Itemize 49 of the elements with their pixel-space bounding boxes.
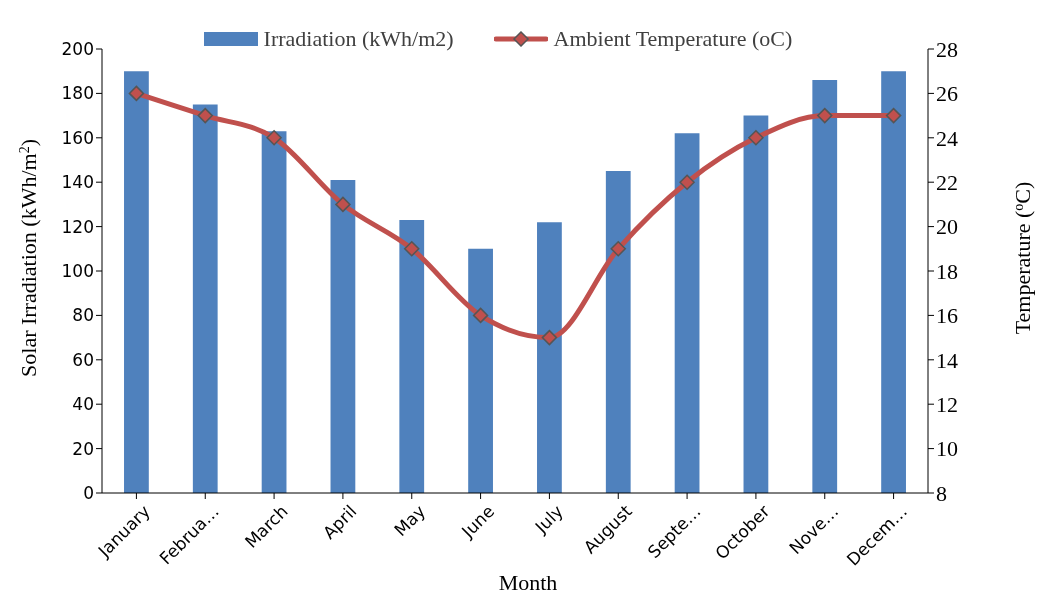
point	[817, 107, 833, 124]
y2-tick-label: 8	[936, 480, 947, 506]
y2-tick-label: 24	[936, 125, 958, 151]
legend-label: Ambient Temperature (oC)	[552, 26, 793, 52]
point	[679, 174, 695, 190]
bar	[605, 171, 631, 493]
point	[541, 329, 558, 346]
point	[266, 130, 282, 146]
y2-tick-label: 22	[936, 170, 958, 196]
legend-label: Irradiation (kWh/m2)	[262, 26, 454, 52]
point	[748, 130, 764, 146]
bar	[399, 219, 425, 493]
y-tick-label: 0	[83, 483, 94, 504]
bar	[537, 222, 562, 493]
y2-tick-label: 18	[936, 258, 958, 284]
y2-tick-label: 28	[936, 36, 958, 62]
bar	[674, 133, 700, 493]
bar	[261, 131, 287, 493]
bar	[192, 104, 218, 493]
y2-tick-label: 16	[936, 303, 958, 329]
y-tick-label: 140	[61, 172, 94, 193]
y2-tick-label: 14	[936, 347, 958, 373]
y2-tick-label: 10	[936, 436, 958, 462]
y-tick-label: 200	[61, 39, 94, 60]
bar	[124, 71, 149, 493]
point	[885, 107, 902, 124]
point	[197, 107, 213, 124]
x-axis-title: Month	[498, 570, 558, 595]
point	[610, 241, 626, 257]
y-tick-label: 120	[61, 216, 94, 237]
bar	[468, 248, 493, 493]
bar	[330, 179, 356, 493]
bar	[743, 115, 769, 493]
y-tick-label: 160	[61, 127, 94, 148]
point	[404, 241, 420, 257]
point	[128, 85, 145, 102]
y-tick-label: 40	[72, 394, 94, 415]
point	[335, 196, 351, 213]
y-tick-label: 80	[72, 305, 94, 326]
y-tick-label: 180	[61, 83, 94, 104]
y2-tick-label: 26	[936, 81, 958, 107]
y-tick-label: 60	[72, 349, 94, 370]
y2-tick-label: 12	[936, 392, 958, 418]
point	[472, 307, 489, 324]
bar	[812, 80, 838, 493]
y-tick-label: 100	[61, 261, 94, 282]
y2-tick-label: 20	[936, 214, 958, 240]
y-tick-label: 20	[72, 438, 94, 459]
bar	[881, 71, 906, 493]
